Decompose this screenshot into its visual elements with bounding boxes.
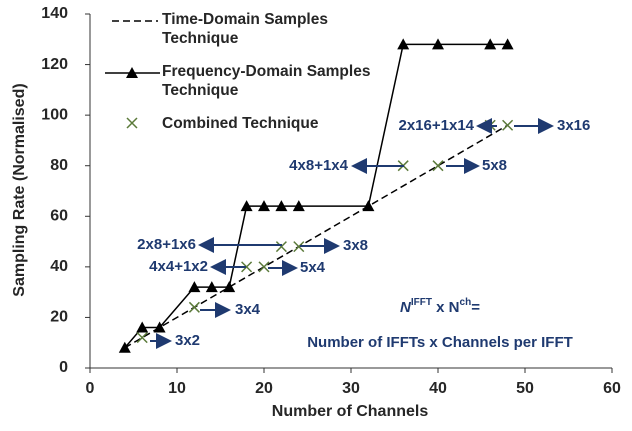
formula-part: x N bbox=[432, 299, 460, 316]
annotation: 4x4+1x2 bbox=[149, 258, 208, 275]
formula-part: ch bbox=[460, 297, 472, 308]
triangle-marker bbox=[362, 200, 375, 212]
triangle-marker bbox=[118, 341, 131, 353]
annotation: 2x8+1x6 bbox=[137, 236, 196, 253]
formula-part: N bbox=[400, 299, 412, 316]
x-marker bbox=[432, 160, 444, 172]
triangle-marker bbox=[240, 200, 253, 212]
y-tick-label: 0 bbox=[59, 359, 68, 376]
x-tick-label: 30 bbox=[342, 380, 360, 397]
triangle-marker bbox=[484, 38, 497, 50]
x-marker bbox=[241, 261, 253, 273]
y-tick-label: 60 bbox=[50, 208, 68, 225]
annotation: 3x4 bbox=[235, 301, 261, 318]
triangle-marker bbox=[223, 281, 236, 293]
x-tick-label: 10 bbox=[168, 380, 186, 397]
formula-part: = bbox=[471, 299, 480, 316]
y-tick-label: 120 bbox=[41, 56, 68, 73]
y-tick-label: 140 bbox=[41, 5, 68, 22]
legend-label: Frequency-Domain Samples Technique bbox=[162, 63, 371, 99]
triangle-marker bbox=[292, 200, 305, 212]
legend-symbol bbox=[126, 67, 138, 78]
annotation: 3x8 bbox=[343, 237, 368, 254]
annotation: 3x2 bbox=[175, 332, 200, 349]
y-tick-label: 20 bbox=[50, 309, 68, 326]
x-tick-label: 0 bbox=[86, 380, 95, 397]
annotation: 5x4 bbox=[300, 259, 326, 276]
annotation: 3x16 bbox=[557, 117, 590, 134]
triangle-marker bbox=[397, 38, 410, 50]
annotation: 2x16+1x14 bbox=[399, 117, 475, 134]
x-tick-label: 50 bbox=[516, 380, 534, 397]
x-marker bbox=[275, 241, 287, 253]
triangle-marker bbox=[275, 200, 288, 212]
triangle-marker bbox=[501, 38, 514, 50]
x-tick-label: 40 bbox=[429, 380, 447, 397]
y-tick-label: 100 bbox=[41, 106, 68, 123]
x-tick-label: 60 bbox=[603, 380, 621, 397]
x-marker bbox=[258, 261, 270, 273]
x-marker bbox=[188, 301, 200, 313]
series-line bbox=[124, 124, 508, 349]
formula: NIFFT x Nch= bbox=[400, 297, 480, 316]
triangle-marker bbox=[205, 281, 218, 293]
x-tick-label: 20 bbox=[255, 380, 273, 397]
x-marker bbox=[502, 119, 514, 131]
triangle-marker bbox=[258, 200, 270, 212]
triangle-marker bbox=[153, 321, 166, 333]
legend-label: Combined Technique bbox=[162, 115, 319, 132]
triangle-marker bbox=[188, 281, 201, 293]
y-tick-label: 80 bbox=[50, 157, 68, 174]
x-marker bbox=[293, 241, 305, 253]
triangle-marker bbox=[136, 321, 149, 333]
formula-line2: Number of IFFTs x Channels per IFFT bbox=[307, 334, 573, 351]
legend-symbol bbox=[126, 117, 138, 129]
triangle-marker bbox=[432, 38, 444, 50]
annotation: 5x8 bbox=[482, 157, 507, 174]
formula-part: IFFT bbox=[411, 297, 432, 308]
annotation: 4x8+1x4 bbox=[289, 157, 348, 174]
legend-label: Time-Domain Samples Technique bbox=[162, 11, 328, 47]
y-tick-label: 40 bbox=[50, 258, 68, 275]
x-axis-label: Number of Channels bbox=[272, 403, 429, 420]
x-marker bbox=[136, 332, 148, 344]
y-axis-label: Sampling Rate (Normalised) bbox=[11, 83, 28, 296]
